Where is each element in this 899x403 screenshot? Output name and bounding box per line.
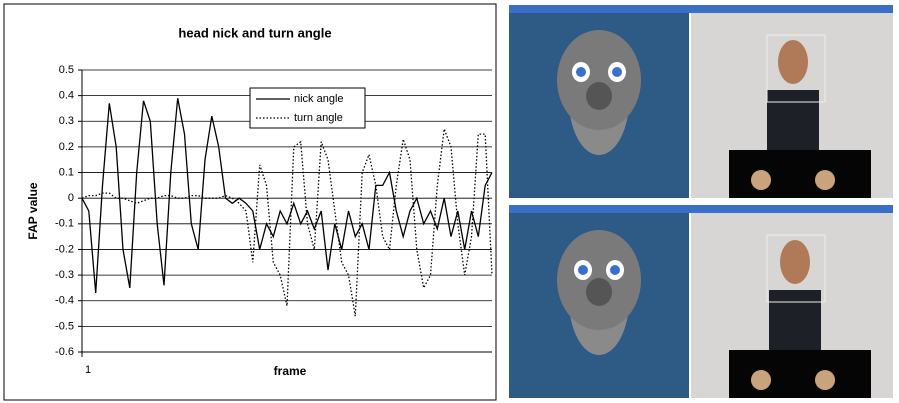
chart: head nick and turn angle frame FAP value…	[0, 0, 500, 403]
y-tick-label: -0.1	[55, 218, 74, 230]
y-tick-label: 0	[68, 192, 74, 204]
chart-title: head nick and turn angle	[178, 25, 331, 40]
y-tick-label: -0.2	[55, 243, 74, 255]
top-row	[509, 5, 893, 198]
bottom-row	[509, 205, 893, 398]
avatar-head	[557, 30, 641, 130]
monitor	[729, 350, 871, 398]
hand	[751, 370, 771, 390]
nose	[586, 278, 612, 306]
legend-label: nick angle	[294, 93, 344, 105]
window-bar	[509, 205, 691, 213]
figure: head nick and turn angle frame FAP value…	[0, 0, 899, 403]
y-axis-label: FAP value	[26, 182, 40, 239]
x-tick-label: 1	[85, 364, 91, 376]
iris	[610, 265, 620, 275]
iris	[578, 265, 588, 275]
face	[778, 40, 808, 84]
legend-label: turn angle	[294, 112, 343, 124]
window-bar	[509, 5, 691, 13]
y-tick-label: -0.4	[55, 295, 74, 307]
y-tick-label: 0.2	[59, 141, 74, 153]
y-tick-label: 0.4	[59, 90, 74, 102]
y-tick-label: -0.5	[55, 320, 74, 332]
screenshots	[505, 0, 895, 403]
hand	[751, 170, 771, 190]
iris	[576, 67, 586, 77]
window-bar	[689, 5, 893, 13]
y-tick-label: 0.1	[59, 166, 74, 178]
nose	[586, 82, 612, 110]
y-tick-label: -0.6	[55, 346, 74, 358]
x-axis-label: frame	[274, 364, 307, 378]
hand	[815, 370, 835, 390]
y-tick-label: -0.3	[55, 269, 74, 281]
iris	[612, 67, 622, 77]
monitor	[729, 150, 871, 198]
y-tick-label: 0.5	[59, 64, 74, 76]
y-tick-label: 0.3	[59, 115, 74, 127]
torso	[767, 90, 819, 150]
hand	[815, 170, 835, 190]
torso	[769, 290, 821, 350]
window-bar	[689, 205, 893, 213]
face	[780, 240, 810, 284]
chart-frame	[4, 4, 496, 400]
